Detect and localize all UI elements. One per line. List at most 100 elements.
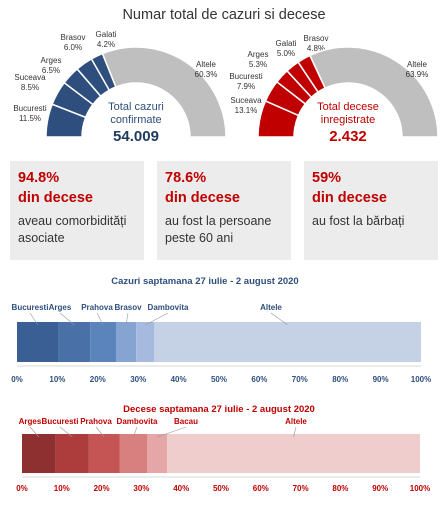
stat-description: aveau comorbidități asociate <box>18 213 136 247</box>
center-total: 2.432 <box>329 128 367 145</box>
bar-segment-altele <box>154 322 422 362</box>
segment-label-dambovita: Dambovita <box>148 303 189 312</box>
stat-description-line: au fost la persoane <box>165 214 272 228</box>
x-tick-label: 100% <box>411 375 431 384</box>
segment-label-bucuresti: Bucuresti <box>42 417 79 426</box>
x-tick-label: 80% <box>332 484 348 493</box>
slice-label-brasov: Brasov 6.0% <box>61 33 86 52</box>
bar-segment-dambovita <box>119 434 148 473</box>
segment-label-dambovita: Dambovita <box>117 417 158 426</box>
slice-label-bucuresti: Bucuresti 7.9% <box>229 72 263 91</box>
center-label-line: confirmate <box>110 114 161 126</box>
segment-label-altele: Altele <box>260 303 282 312</box>
x-tick-label: 40% <box>171 375 187 384</box>
x-tick-label: 60% <box>251 375 267 384</box>
x-tick-label: 40% <box>173 484 189 493</box>
x-tick-label: 20% <box>94 484 110 493</box>
stat-subtitle: din decese <box>312 190 387 206</box>
stat-subtitle: din decese <box>18 190 93 206</box>
leader-line <box>125 312 129 326</box>
leader-line <box>270 312 288 326</box>
x-tick-label: 30% <box>133 484 149 493</box>
stat-description-line: au fost la bărbați <box>312 214 405 228</box>
bar-chart-title: Decese saptamana 27 iulie - 2 august 202… <box>123 404 315 415</box>
x-tick-label: 20% <box>90 375 106 384</box>
donut-slice-altele <box>308 46 439 138</box>
bar-segment-dambovita <box>136 322 155 362</box>
stat-box-men: 59% din decese au fost la bărbați <box>304 161 438 260</box>
x-tick-label: 30% <box>130 375 146 384</box>
bar-segment-bacau <box>147 434 168 473</box>
bar-segment-altele <box>167 434 420 473</box>
segment-label-altele: Altele <box>285 417 307 426</box>
donut-slice-altele <box>101 46 227 138</box>
leader-line <box>29 312 39 326</box>
x-tick-label: 100% <box>410 484 430 493</box>
leader-line <box>95 426 105 438</box>
bar-segment-bucuresti <box>17 322 59 362</box>
segment-label-bacau: Bacau <box>174 417 198 426</box>
stat-subtitle: din decese <box>165 190 240 206</box>
x-tick-label: 90% <box>373 375 389 384</box>
bar-segment-brasov <box>115 322 137 362</box>
x-tick-label: 50% <box>211 375 227 384</box>
bar-segment-prahova <box>90 322 116 362</box>
leader-line <box>96 312 104 326</box>
segment-label-prahova: Prahova <box>80 417 112 426</box>
stat-description: au fost la persoane peste 60 ani <box>165 213 283 247</box>
slice-label-bucuresti: Bucuresti 11.5% <box>13 104 47 123</box>
center-label-line: Total decese <box>317 101 379 113</box>
slice-label-galati: Galati 5.0% <box>276 39 297 58</box>
bar-chart-title: Cazuri saptamana 27 iulie - 2 august 202… <box>111 276 298 287</box>
bar-segment-arges <box>22 434 56 473</box>
bar-segment-arges <box>58 322 91 362</box>
leader-line <box>157 426 187 438</box>
slice-label-suceava: Suceava 13.1% <box>230 96 262 115</box>
x-tick-label: 0% <box>16 484 28 493</box>
leader-line <box>59 426 73 438</box>
x-tick-label: 60% <box>253 484 269 493</box>
center-label-line: inregistrate <box>321 114 375 126</box>
slice-label-altele: Altele 63.9% <box>406 60 429 79</box>
slice-label-altele: Altele 60.3% <box>195 60 218 79</box>
stat-percent: 94.8% <box>18 170 60 186</box>
stat-description-line: asociate <box>18 231 65 245</box>
center-label-line: Total cazuri <box>108 101 164 113</box>
slice-label-brasov: Brasov 4.8% <box>304 34 329 53</box>
x-tick-label: 50% <box>213 484 229 493</box>
x-tick-label: 10% <box>49 375 65 384</box>
deaths-half-donut-chart: Suceava 13.1% Bucuresti 7.9% Arges 5.3% Galati… <box>229 34 439 145</box>
bar-segment-prahova <box>88 434 120 473</box>
stat-percent: 78.6% <box>165 170 207 186</box>
segment-label-bucuresti: Bucuresti <box>12 303 49 312</box>
leader-line <box>29 426 40 438</box>
leader-line <box>59 312 75 326</box>
stat-description: au fost la bărbați <box>312 213 430 230</box>
leader-line <box>145 312 169 326</box>
stat-percent: 59% <box>312 170 342 186</box>
x-tick-label: 70% <box>292 375 308 384</box>
stat-box-comorbidities: 94.8% din decese aveau comorbidități aso… <box>10 161 144 260</box>
x-tick-label: 80% <box>332 375 348 384</box>
x-tick-label: 10% <box>54 484 70 493</box>
slice-label-arges: Arges 6.5% <box>41 56 62 75</box>
x-tick-label: 90% <box>372 484 388 493</box>
leader-line <box>293 426 297 438</box>
stat-description-line: peste 60 ani <box>165 231 234 245</box>
segment-label-prahova: Prahova <box>81 303 113 312</box>
x-tick-label: 70% <box>293 484 309 493</box>
cases-half-donut-chart: Bucuresti 11.5% Suceava 8.5%Arges 6.5% Brasov… <box>13 30 227 145</box>
segment-label-brasov: Brasov <box>114 303 142 312</box>
segment-label-arges: Arges <box>19 417 42 426</box>
slice-label-arges: Arges 5.3% <box>248 50 269 69</box>
stat-box-over-60: 78.6% din decese au fost la persoane pes… <box>157 161 291 260</box>
segment-label-arges: Arges <box>49 303 72 312</box>
leader-line <box>133 426 138 438</box>
page-title: Numar total de cazuri si decese <box>122 7 326 23</box>
stat-description-line: aveau comorbidități <box>18 214 127 228</box>
slice-label-suceava: Suceava 8.5% <box>14 73 46 92</box>
slice-label-galati: Galati 4.2% <box>96 30 117 49</box>
bar-segment-bucuresti <box>55 434 89 473</box>
